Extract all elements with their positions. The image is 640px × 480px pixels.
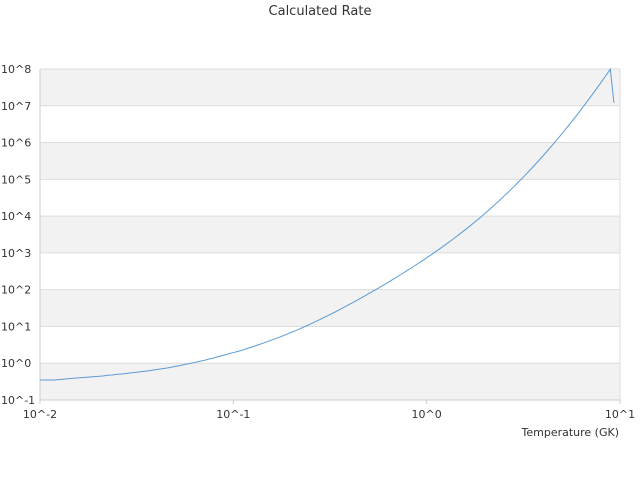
x-tick-label: 10^-2: [23, 408, 57, 421]
y-tick-label: 10^4: [1, 210, 31, 223]
axes: [39, 69, 621, 404]
y-tick-label: 10^1: [1, 320, 31, 333]
y-tick-label: 10^3: [1, 247, 31, 260]
x-tick-label: 10^1: [605, 408, 635, 421]
grid-band: [40, 289, 620, 327]
chart-title: Calculated Rate: [268, 4, 372, 19]
grid-band: [40, 142, 620, 180]
grid-bands: [40, 69, 620, 400]
grid-band: [40, 363, 620, 400]
y-tick-label: 10^6: [1, 137, 31, 150]
y-tick-labels: 10^-1 10^0 10^1 10^2 10^3 10^4 10^5 10^6 10^7 10^…: [1, 63, 35, 407]
x-axis-title: Temperature (GK): [521, 426, 620, 439]
y-tick-label: 10^-1: [1, 394, 35, 407]
series-line: [40, 67, 615, 381]
y-tick-label: 10^7: [1, 100, 31, 113]
x-tick-labels: 10^-2 10^-1 10^0 10^1: [23, 408, 635, 421]
grid-band: [40, 69, 620, 106]
y-tick-label: 10^5: [1, 173, 31, 186]
y-tick-label: 10^8: [1, 63, 31, 76]
x-tick-label: 10^-1: [216, 408, 250, 421]
x-tick-label: 10^0: [412, 408, 442, 421]
y-tick-label: 10^2: [1, 284, 31, 297]
grid-band: [40, 216, 620, 253]
series-group: [40, 67, 615, 381]
y-tick-label: 10^0: [1, 357, 31, 370]
